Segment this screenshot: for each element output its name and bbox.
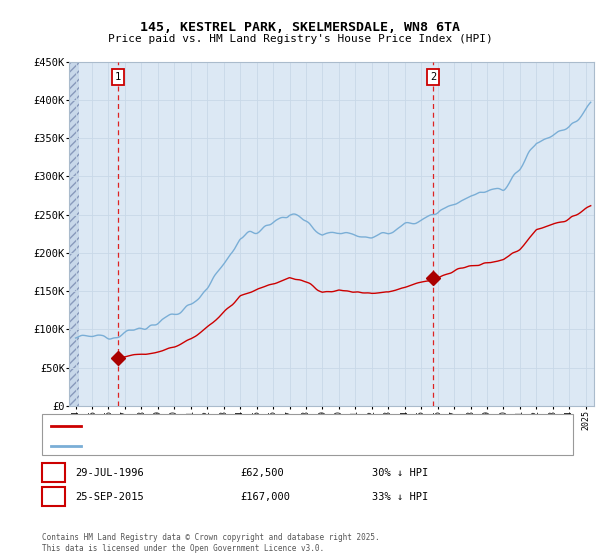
Text: 30% ↓ HPI: 30% ↓ HPI	[372, 468, 428, 478]
Text: Price paid vs. HM Land Registry's House Price Index (HPI): Price paid vs. HM Land Registry's House …	[107, 34, 493, 44]
Bar	[67, 62, 79, 406]
Text: 1: 1	[115, 72, 121, 82]
Text: 29-JUL-1996: 29-JUL-1996	[75, 468, 144, 478]
Text: 1: 1	[50, 468, 57, 478]
Text: Contains HM Land Registry data © Crown copyright and database right 2025.
This d: Contains HM Land Registry data © Crown c…	[42, 533, 380, 553]
Text: 145, KESTREL PARK, SKELMERSDALE, WN8 6TA: 145, KESTREL PARK, SKELMERSDALE, WN8 6TA	[140, 21, 460, 34]
Text: 2: 2	[50, 492, 57, 502]
Text: 2: 2	[430, 72, 436, 82]
Text: 145, KESTREL PARK, SKELMERSDALE, WN8 6TA (detached house): 145, KESTREL PARK, SKELMERSDALE, WN8 6TA…	[87, 421, 415, 430]
Text: £62,500: £62,500	[240, 468, 284, 478]
Text: 33% ↓ HPI: 33% ↓ HPI	[372, 492, 428, 502]
Text: HPI: Average price, detached house, West Lancashire: HPI: Average price, detached house, West…	[87, 441, 380, 450]
Text: £167,000: £167,000	[240, 492, 290, 502]
Text: 25-SEP-2015: 25-SEP-2015	[75, 492, 144, 502]
